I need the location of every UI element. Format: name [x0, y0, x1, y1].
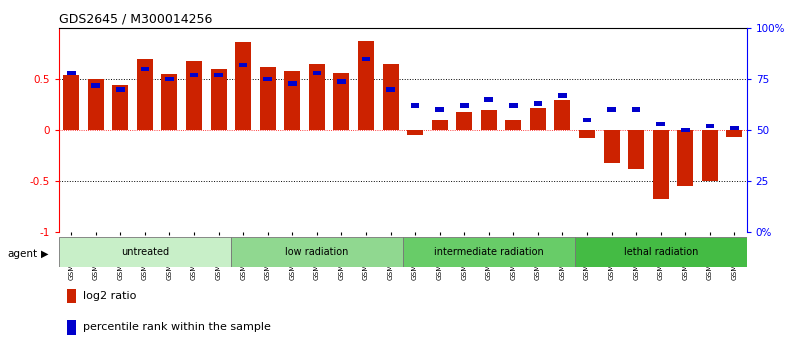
- Bar: [186, 61, 202, 130]
- Bar: [411, 103, 420, 108]
- Bar: [63, 75, 79, 130]
- Bar: [608, 108, 616, 112]
- Bar: [575, 237, 747, 267]
- Bar: [726, 130, 743, 137]
- Text: low radiation: low radiation: [285, 247, 348, 257]
- Bar: [730, 126, 739, 130]
- Text: untreated: untreated: [121, 247, 169, 257]
- Bar: [432, 120, 448, 130]
- Bar: [579, 130, 595, 138]
- Bar: [435, 108, 444, 112]
- Bar: [235, 41, 252, 130]
- Bar: [456, 112, 472, 130]
- Bar: [189, 73, 198, 78]
- Bar: [211, 69, 226, 130]
- Bar: [313, 71, 321, 75]
- Bar: [141, 67, 149, 71]
- Bar: [534, 101, 542, 106]
- Bar: [530, 108, 546, 130]
- Bar: [554, 99, 571, 130]
- Bar: [628, 130, 645, 169]
- Bar: [309, 64, 325, 130]
- Bar: [215, 73, 223, 78]
- Text: ▶: ▶: [41, 249, 49, 259]
- Bar: [505, 120, 521, 130]
- Bar: [386, 87, 395, 92]
- Bar: [582, 118, 591, 122]
- Bar: [231, 237, 402, 267]
- Bar: [137, 59, 153, 130]
- Bar: [337, 79, 346, 84]
- Bar: [91, 83, 100, 87]
- Bar: [116, 87, 125, 92]
- Text: agent: agent: [8, 249, 38, 259]
- Bar: [558, 93, 567, 98]
- Text: percentile rank within the sample: percentile rank within the sample: [83, 322, 270, 332]
- Bar: [67, 71, 75, 75]
- Text: lethal radiation: lethal radiation: [623, 247, 698, 257]
- Bar: [681, 128, 689, 132]
- Bar: [509, 103, 518, 108]
- Bar: [702, 130, 718, 181]
- Bar: [383, 64, 399, 130]
- Bar: [402, 237, 575, 267]
- Bar: [656, 122, 665, 126]
- Bar: [407, 130, 423, 135]
- Bar: [362, 57, 370, 61]
- Bar: [460, 103, 468, 108]
- Text: log2 ratio: log2 ratio: [83, 291, 136, 301]
- Bar: [59, 237, 231, 267]
- Bar: [88, 79, 104, 130]
- Bar: [263, 77, 272, 81]
- Bar: [358, 41, 374, 130]
- Bar: [484, 97, 493, 102]
- Text: intermediate radiation: intermediate radiation: [434, 247, 544, 257]
- Bar: [604, 130, 619, 163]
- Bar: [632, 108, 641, 112]
- Bar: [285, 71, 300, 130]
- Bar: [481, 110, 497, 130]
- Bar: [288, 81, 296, 86]
- Bar: [706, 124, 714, 128]
- Bar: [161, 74, 178, 130]
- Bar: [652, 130, 669, 199]
- Bar: [259, 67, 276, 130]
- Bar: [165, 77, 174, 81]
- Bar: [678, 130, 693, 186]
- Bar: [239, 63, 248, 67]
- Text: GDS2645 / M300014256: GDS2645 / M300014256: [59, 13, 212, 26]
- Bar: [112, 85, 128, 130]
- Bar: [333, 73, 350, 130]
